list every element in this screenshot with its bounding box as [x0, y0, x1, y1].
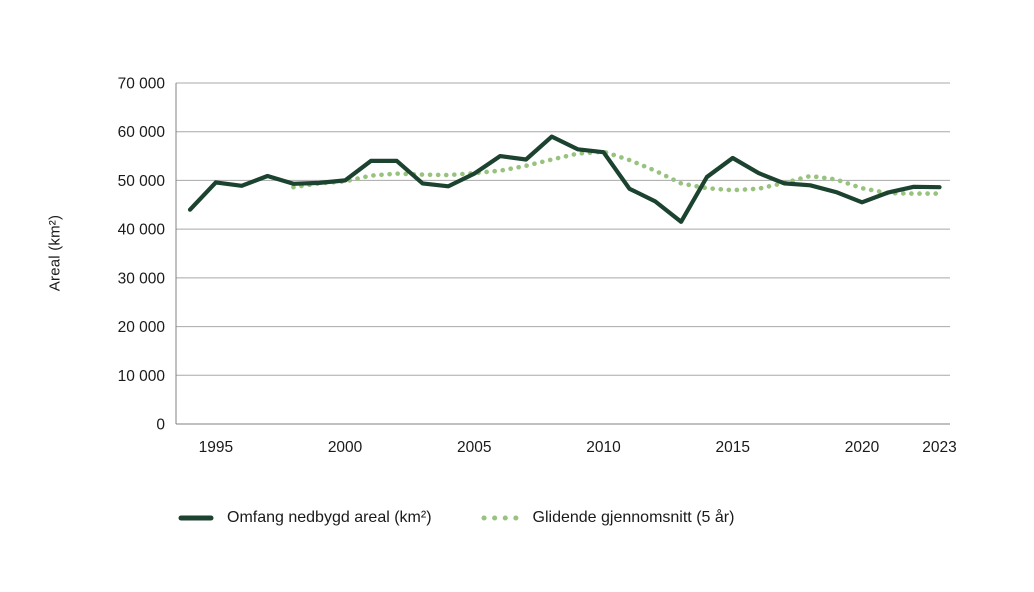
- y-tick-label-70000: 70 000: [118, 76, 166, 93]
- y-tick-label-40000: 40 000: [118, 222, 166, 239]
- series-line-glidende-gjennomsnitt: [291, 149, 942, 196]
- legend-label-omfang-nedbygd-areal: Omfang nedbygd areal (km²): [227, 509, 432, 526]
- series-line-omfang-nedbygd-areal: [187, 134, 942, 224]
- x-tick-label-2023: 2023: [922, 439, 956, 456]
- y-tick-label-20000: 20 000: [118, 319, 166, 336]
- x-tick-label-2015: 2015: [715, 439, 749, 456]
- solid-line-swatch-icon: [178, 515, 214, 521]
- legend-item-omfang-nedbygd-areal: Omfang nedbygd areal (km²): [178, 509, 432, 527]
- x-tick-label-2020: 2020: [845, 439, 880, 456]
- y-tick-label-30000: 30 000: [118, 270, 166, 287]
- y-tick-label-0: 0: [156, 417, 165, 434]
- x-tick-label-2010: 2010: [586, 439, 621, 456]
- x-tick-label-2005: 2005: [457, 439, 491, 456]
- legend: Omfang nedbygd areal (km²) Glidende gjen…: [178, 509, 734, 527]
- dotted-line-swatch-icon: [481, 515, 520, 521]
- y-tick-label-10000: 10 000: [118, 368, 166, 385]
- x-tick-label-1995: 1995: [199, 439, 233, 456]
- legend-label-glidende-gjennomsnitt: Glidende gjennomsnitt (5 år): [532, 509, 735, 526]
- legend-item-glidende-gjennomsnitt: Glidende gjennomsnitt (5 år): [480, 509, 735, 527]
- y-tick-label-50000: 50 000: [118, 173, 166, 190]
- x-tick-label-2000: 2000: [328, 439, 363, 456]
- y-tick-label-60000: 60 000: [118, 124, 166, 141]
